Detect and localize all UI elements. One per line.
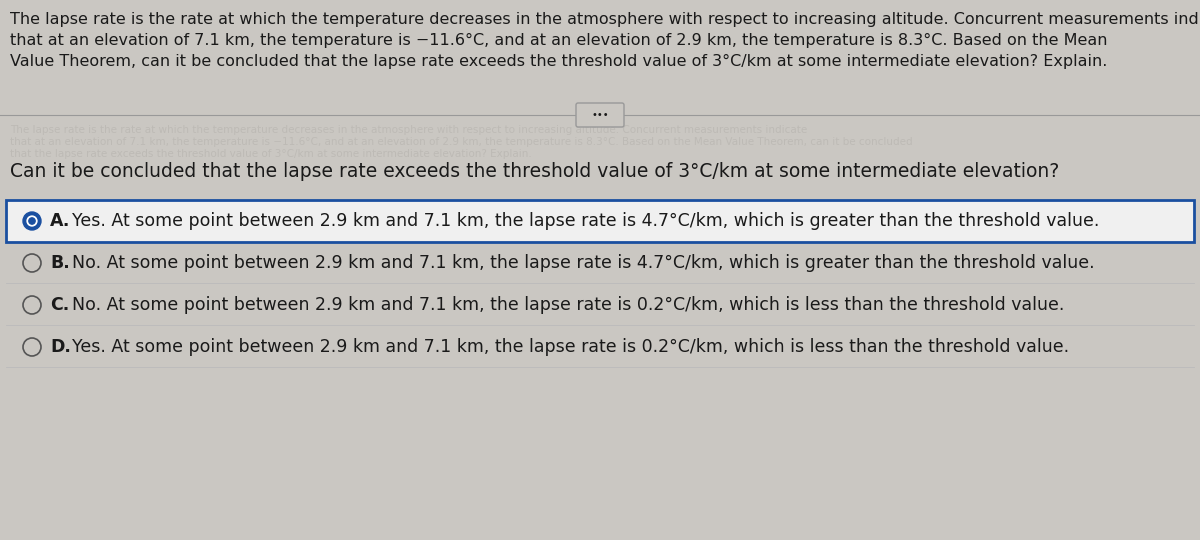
Text: that at an elevation of 7.1 km, the temperature is −11.6°C, and at an elevation : that at an elevation of 7.1 km, the temp… — [10, 33, 1108, 48]
Text: A.: A. — [50, 212, 71, 230]
Text: •••: ••• — [592, 110, 608, 120]
FancyBboxPatch shape — [6, 200, 1194, 242]
Circle shape — [29, 218, 35, 224]
Text: No. At some point between 2.9 km and 7.1 km, the lapse rate is 4.7°C/km, which i: No. At some point between 2.9 km and 7.1… — [72, 254, 1094, 272]
Text: The lapse rate is the rate at which the temperature decreases in the atmosphere : The lapse rate is the rate at which the … — [10, 12, 1200, 27]
Text: B.: B. — [50, 254, 70, 272]
Text: The lapse rate is the rate at which the temperature decreases in the atmosphere : The lapse rate is the rate at which the … — [10, 125, 808, 135]
Text: No. At some point between 2.9 km and 7.1 km, the lapse rate is 0.2°C/km, which i: No. At some point between 2.9 km and 7.1… — [72, 296, 1064, 314]
Text: D.: D. — [50, 338, 71, 356]
FancyBboxPatch shape — [576, 103, 624, 127]
Text: Value Theorem, can it be concluded that the lapse rate exceeds the threshold val: Value Theorem, can it be concluded that … — [10, 54, 1108, 69]
Text: C.: C. — [50, 296, 70, 314]
Circle shape — [23, 212, 41, 230]
Circle shape — [28, 216, 37, 226]
Text: that the lapse rate exceeds the threshold value of 3°C/km at some intermediate e: that the lapse rate exceeds the threshol… — [10, 149, 532, 159]
Text: Can it be concluded that the lapse rate exceeds the threshold value of 3°C/km at: Can it be concluded that the lapse rate … — [10, 162, 1060, 181]
Text: Yes. At some point between 2.9 km and 7.1 km, the lapse rate is 0.2°C/km, which : Yes. At some point between 2.9 km and 7.… — [72, 338, 1069, 356]
Text: that at an elevation of 7.1 km, the temperature is −11.6°C, and at an elevation : that at an elevation of 7.1 km, the temp… — [10, 137, 913, 147]
Text: Yes. At some point between 2.9 km and 7.1 km, the lapse rate is 4.7°C/km, which : Yes. At some point between 2.9 km and 7.… — [72, 212, 1099, 230]
